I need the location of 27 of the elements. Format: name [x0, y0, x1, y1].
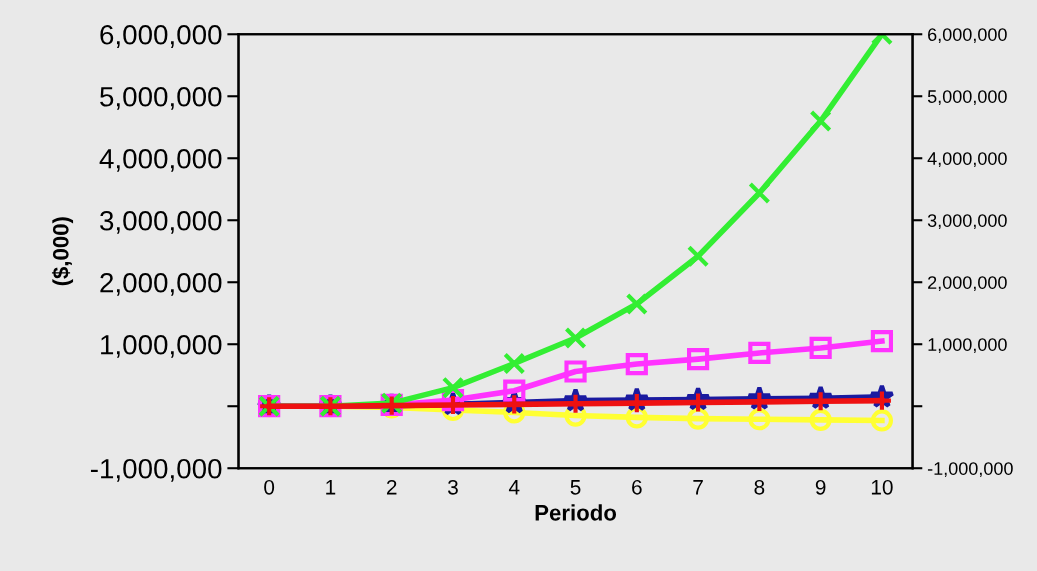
x-tick-label: 8 — [754, 479, 765, 495]
x-tick-label: 0 — [264, 479, 275, 495]
y-tick-label: -1,000,000 — [90, 458, 222, 482]
y-axis-title: ($,000) — [51, 217, 74, 286]
y2-tick-label: -1,000,000 — [927, 462, 1013, 478]
x-axis-title: Periodo — [535, 504, 617, 521]
x-tick-label: 5 — [570, 480, 581, 495]
x-tick-label: 2 — [386, 479, 397, 495]
y2-tick-label: 2,000,000 — [928, 276, 1007, 292]
y2-tick-label: 5,000,000 — [927, 90, 1007, 106]
y-tick-label: 1,000,000 — [101, 334, 222, 358]
x-tick-label: 9 — [815, 479, 826, 495]
y-tick-label: 2,000,000 — [100, 272, 222, 296]
y-tick-label: 6,000,000 — [100, 24, 222, 48]
x-tick-label: 1 — [326, 480, 336, 495]
y2-tick-label: 1,000,000 — [928, 338, 1007, 354]
x-tick-label: 4 — [508, 480, 520, 495]
y2-tick-label: 6,000,000 — [928, 28, 1007, 44]
y2-tick-label: 4,000,000 — [927, 152, 1007, 168]
y-tick-label: 5,000,000 — [100, 86, 222, 110]
y-tick-label: 3,000,000 — [100, 210, 222, 234]
y-tick-label: 4,000,000 — [99, 148, 222, 172]
x-tick-label: 3 — [447, 479, 458, 495]
x-tick-label: 6 — [632, 479, 642, 495]
x-tick-label: 10 — [871, 479, 893, 495]
y2-tick-label: 3,000,000 — [927, 214, 1007, 230]
x-tick-label: 7 — [693, 480, 703, 495]
